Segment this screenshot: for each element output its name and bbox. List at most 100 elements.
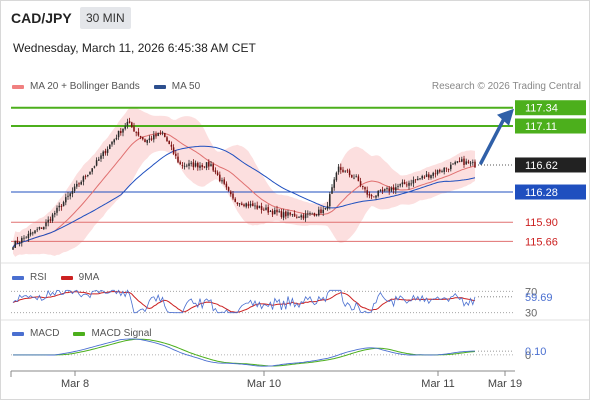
candle (113, 138, 115, 145)
candle-body (241, 203, 243, 205)
candle (285, 210, 287, 220)
macd-signal-line (13, 338, 476, 367)
candle-body (423, 176, 426, 178)
candle (370, 193, 373, 200)
candle-body (106, 149, 109, 153)
ma50-swatch (153, 84, 166, 89)
candle-body (364, 187, 366, 190)
level-lines-layer (11, 106, 513, 242)
candle-body (181, 165, 184, 166)
candle (45, 219, 47, 230)
candle-body (38, 227, 41, 229)
candle (269, 209, 272, 212)
candle (120, 127, 122, 136)
candle (458, 157, 461, 163)
candle (128, 117, 131, 124)
x-tick-label: Mar 19 (488, 378, 522, 390)
candle (419, 177, 421, 181)
candle (329, 192, 331, 210)
candle (414, 179, 417, 183)
candle (252, 200, 254, 207)
candle-body (12, 247, 14, 250)
candle (280, 208, 283, 219)
candle (36, 227, 38, 233)
candle-body (445, 167, 448, 169)
rsi-legend-label: RSI (30, 272, 47, 283)
candle (293, 210, 296, 217)
candle-body (293, 213, 296, 217)
candle-body (166, 137, 168, 142)
candle-body (362, 185, 364, 187)
candle (340, 163, 342, 174)
candle (282, 208, 285, 221)
candle (117, 130, 120, 140)
candle (331, 184, 333, 194)
level-support-4-label: 115.90 (525, 217, 558, 229)
price-tags-layer: 117.34 117.11 116.62 116.28 115.90 115.66 (515, 100, 586, 248)
candle (463, 155, 465, 168)
candle-body (313, 213, 316, 216)
candle-body (381, 189, 384, 192)
candle-body (421, 176, 423, 179)
candle-body (65, 197, 67, 203)
candle-body (183, 165, 186, 167)
candle-body (212, 164, 214, 171)
candle (71, 187, 74, 198)
candle-body (359, 181, 362, 186)
candle-body (373, 196, 375, 198)
interval-badge[interactable]: 30 MIN (80, 7, 131, 29)
candle (69, 192, 71, 200)
candle (23, 235, 25, 242)
candle-body (467, 161, 470, 163)
candle-body (170, 144, 173, 147)
candle (102, 150, 104, 159)
candle (153, 131, 155, 143)
candle-body (135, 132, 137, 134)
candle-body (137, 131, 140, 136)
candle (445, 167, 448, 173)
candle (241, 201, 243, 206)
candle (467, 159, 470, 164)
candle-body (29, 232, 32, 235)
candle-body (146, 139, 148, 143)
candle (232, 191, 234, 201)
candle (348, 168, 351, 178)
candle-body (390, 188, 393, 191)
candle-body (102, 151, 104, 157)
candle-body (21, 238, 23, 243)
candle-body (36, 229, 38, 231)
candles-layer (12, 117, 476, 250)
candle-body (344, 170, 346, 172)
candle-body (69, 193, 71, 197)
candle (421, 174, 423, 181)
candle (243, 203, 245, 208)
candle (186, 163, 188, 168)
macd-line (13, 338, 475, 367)
candle-body (300, 215, 302, 218)
candle (29, 228, 32, 237)
candle (430, 174, 432, 180)
candle-body (447, 168, 450, 170)
candle (135, 131, 137, 137)
forecast-arrow-head (497, 108, 514, 126)
candle (161, 130, 164, 136)
candle (256, 201, 258, 210)
candle (87, 174, 89, 178)
candle (168, 140, 170, 145)
candle (91, 168, 93, 175)
candle (84, 174, 87, 180)
candle-body (265, 207, 267, 210)
candle-body (120, 131, 122, 134)
candle (296, 214, 298, 219)
candle-body (190, 162, 192, 164)
candle-body (14, 240, 16, 248)
candle-body (291, 214, 294, 215)
candle (170, 141, 173, 151)
candle (287, 209, 289, 219)
candle-body (379, 190, 382, 191)
candle (192, 159, 195, 171)
candle-body (386, 188, 388, 190)
candle-body (401, 182, 404, 185)
candle-body (434, 173, 437, 175)
candle-body (227, 187, 230, 191)
